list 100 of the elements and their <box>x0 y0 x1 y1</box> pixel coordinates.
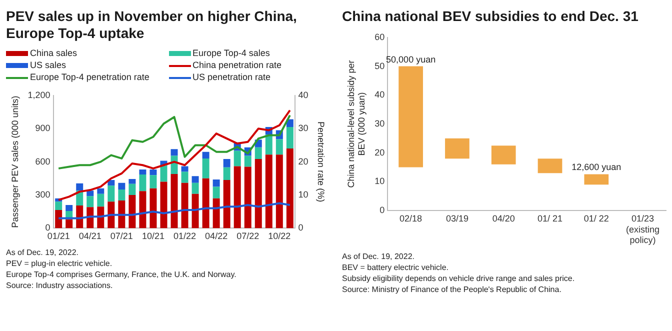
legend-label: China sales <box>29 47 78 59</box>
bar <box>538 158 562 174</box>
bar <box>192 176 199 183</box>
bar <box>491 146 516 164</box>
y-tick-label: 10 <box>374 176 385 186</box>
bar <box>286 148 294 228</box>
x-tick-label: 07/21 <box>110 231 133 242</box>
bar <box>86 196 94 208</box>
bar <box>286 126 294 149</box>
legend-label: China penetration rate <box>192 59 283 71</box>
bar <box>254 159 262 228</box>
text: PEV = plug-in electric vehicle. <box>6 259 112 268</box>
bar <box>234 150 241 166</box>
y-tick-label: 60 <box>374 32 385 42</box>
bar <box>398 66 423 168</box>
y-tick-label: 300 <box>35 189 50 200</box>
bar <box>212 180 220 187</box>
bar <box>139 174 146 192</box>
bar <box>108 202 115 228</box>
bar <box>97 194 104 207</box>
y2-tick-label: 20 <box>298 156 308 166</box>
y-tick-label: 0 <box>45 222 50 233</box>
y-tick-label: 30 <box>374 118 385 128</box>
bar <box>118 200 126 228</box>
bar <box>118 189 126 201</box>
source-note: Source: Industry associations. <box>6 281 113 290</box>
y2-tick-label: 10 <box>298 189 308 200</box>
bar <box>170 149 178 156</box>
x-tick-label: 01/23 (existing policy) <box>626 213 660 246</box>
legend-label: Europe Top-4 penetration rate <box>29 71 150 83</box>
annotation: 12,600 yuan <box>572 162 622 172</box>
bar <box>244 166 252 228</box>
x-tick-label: 07/22 <box>236 231 260 242</box>
chart-title: China national BEV subsidies to end Dec. 31 <box>342 8 640 25</box>
bar <box>55 202 62 210</box>
bar <box>244 156 252 167</box>
y2-tick-label: 0 <box>298 222 304 233</box>
y-tick-label: 20 <box>374 147 385 158</box>
bar <box>150 188 157 228</box>
x-tick-label: 01/22 <box>174 231 196 242</box>
bar <box>265 134 272 155</box>
x-tick-label: 03/19 <box>446 213 468 224</box>
x-tick-label: 01/ 21 <box>537 213 563 224</box>
bar <box>128 195 136 228</box>
y-tick-label: 40 <box>374 90 385 100</box>
bar <box>150 175 157 188</box>
text: Europe Top-4 comprises Germany, France, the U.K. and Norway. <box>6 270 236 279</box>
x-tick-label: 04/21 <box>78 231 102 242</box>
bar <box>202 158 210 178</box>
bar <box>97 188 104 194</box>
bar <box>66 219 73 228</box>
legend-label: US penetration rate <box>192 71 272 83</box>
chart-title: PEV sales up in November on higher China, Europe Top-4 uptake <box>6 8 298 42</box>
bar <box>181 182 188 228</box>
y2-tick-label: 40 <box>298 90 308 100</box>
bar <box>212 198 220 228</box>
bar <box>584 174 609 185</box>
x-tick-label: 02/18 <box>400 213 422 224</box>
bar <box>170 174 178 228</box>
bar <box>139 191 146 228</box>
y-axis-title: Passenger PEV sales (000 units) <box>10 96 20 228</box>
text: As of Dec. 19, 2022. <box>342 252 414 261</box>
bar <box>276 154 283 228</box>
text: BEV = battery electric vehicle. <box>342 263 448 272</box>
legend-label: Europe Top-4 sales <box>192 47 271 59</box>
y2-axis-title: Penetration rate (%) <box>316 122 326 202</box>
bar <box>108 186 115 202</box>
y-tick-label: 600 <box>35 156 50 166</box>
bar <box>265 154 272 228</box>
bar <box>128 184 136 195</box>
bar <box>212 186 220 198</box>
x-tick-label: 10/22 <box>268 231 291 242</box>
bar <box>445 138 470 159</box>
bar <box>160 182 168 228</box>
text: Subsidy eligibility depends on vehicle drive range and sales price. <box>342 274 575 283</box>
y-tick-label: 0 <box>380 205 385 216</box>
bar <box>223 167 230 180</box>
y-tick-label: 50 <box>374 60 385 71</box>
x-tick-label: 01/ 22 <box>584 213 609 224</box>
x-tick-label: 04/22 <box>205 231 228 242</box>
bar <box>276 139 283 155</box>
bar <box>139 170 146 175</box>
bar <box>97 206 104 228</box>
legend-label: US sales <box>29 59 68 71</box>
bar <box>202 152 210 158</box>
x-tick-label: 04/20 <box>492 213 515 224</box>
bar <box>128 178 136 184</box>
bar <box>76 183 84 191</box>
annotation: 50,000 yuan <box>386 54 436 64</box>
x-tick-label: 10/21 <box>142 231 164 242</box>
bar <box>223 180 230 228</box>
bar <box>254 147 262 160</box>
bar <box>223 159 230 168</box>
bar <box>160 166 168 182</box>
y-axis-title: China national-level subsidy per BEV (000 yuan) <box>346 60 367 188</box>
bar <box>192 194 199 228</box>
x-tick-label: 01/21 <box>47 231 70 242</box>
bar <box>55 210 62 228</box>
bar <box>86 207 94 228</box>
y-tick-label: 900 <box>35 123 50 134</box>
